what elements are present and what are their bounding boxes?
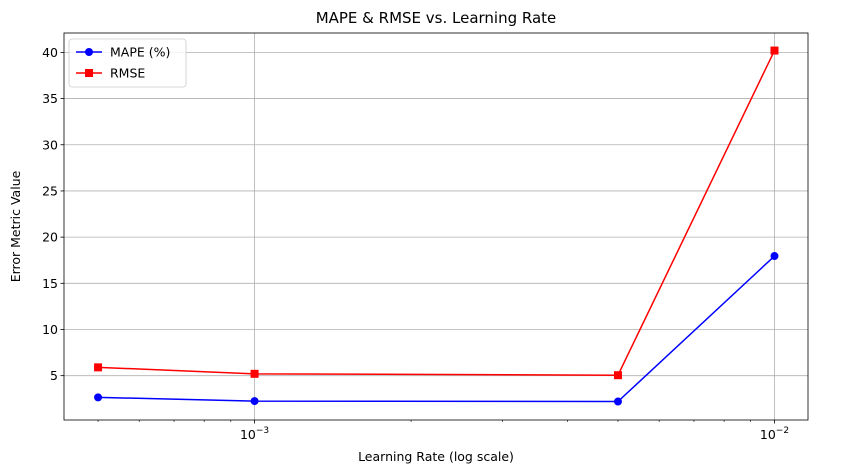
data-point [613,397,622,406]
data-point [94,393,103,402]
data-point [613,371,622,380]
data-point [250,369,259,378]
y-axis-ticks: 5 10 15 20 25 30 35 40 [42,45,64,383]
data-point [94,363,103,372]
plot-area [63,32,809,421]
y-tick-label: 5 [50,368,58,383]
y-tick-label: 35 [42,91,58,106]
x-axis-ticks: 10−3 10−2 [240,420,789,442]
series-layer [94,46,779,406]
series-line-0 [98,255,775,403]
y-axis-label: Error Metric Value [8,170,23,282]
y-tick-label: 15 [42,276,58,291]
y-tick-label: 20 [42,230,58,245]
grid [64,33,808,420]
legend-marker [85,48,93,56]
data-point [250,397,259,406]
y-tick-label: 30 [42,137,58,152]
y-tick-label: 10 [42,322,58,337]
legend-label: RMSE [110,66,145,81]
data-point [770,46,779,55]
series-line-1 [98,50,776,376]
data-point [770,252,779,261]
legend-marker [85,69,93,77]
x-tick-label: 10−3 [240,426,269,442]
legend-box [68,38,187,88]
legend-label: MAPE (%) [110,45,170,60]
y-tick-label: 25 [42,183,58,198]
y-tick-label: 40 [42,45,58,60]
legend: MAPE (%) RMSE [68,38,187,88]
x-tick-label: 10−2 [760,426,789,442]
x-axis-label: Learning Rate (log scale) [358,449,514,464]
chart-title: MAPE & RMSE vs. Learning Rate [316,9,557,27]
